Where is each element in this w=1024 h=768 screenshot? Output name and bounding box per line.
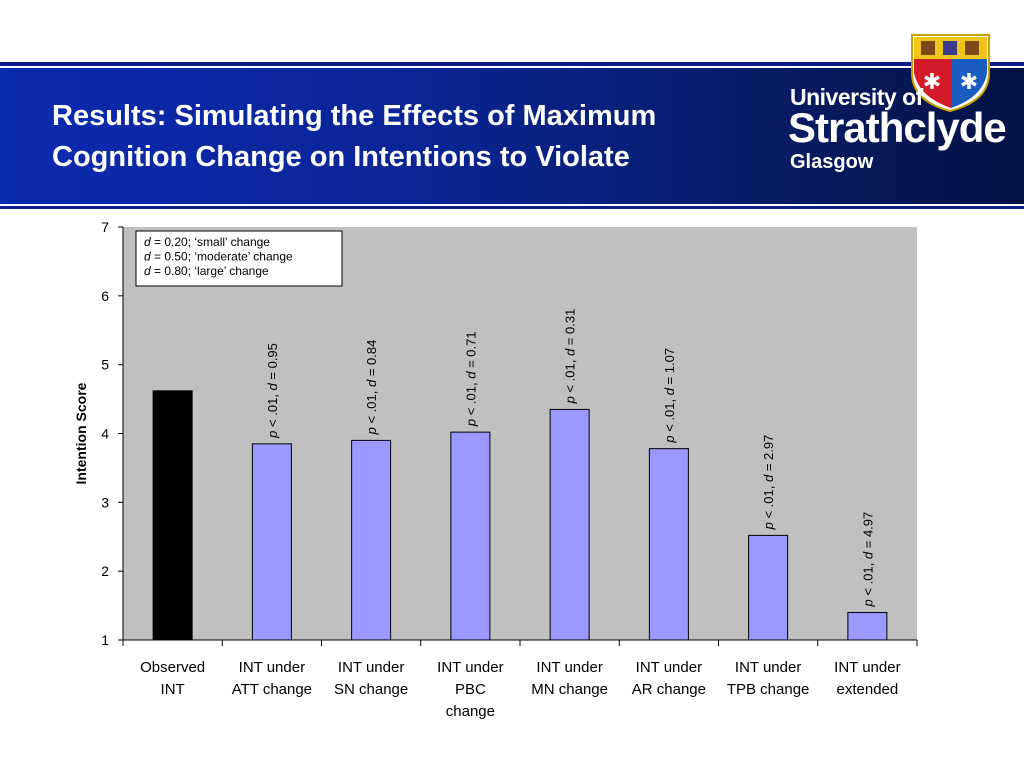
logo-text-strathclyde: Strathclyde [788, 104, 1007, 151]
bar [351, 439, 392, 641]
intention-score-bar-chart: 1 2 3 4 5 6 7 Intention Score p < .01, d = 0.9… [73, 219, 918, 720]
x-category-label: INT under [536, 659, 602, 676]
bar [450, 431, 491, 641]
bars-group [152, 390, 888, 641]
plot-area [123, 227, 917, 640]
y-tick-label: 7 [101, 219, 109, 235]
legend-entry: d = 0.50; ‘moderate’ change [144, 250, 293, 264]
x-category-label: INT under [437, 659, 503, 676]
bar-annotation: p < .01, d = 2.97 [761, 435, 776, 531]
x-category-label: extended [837, 681, 899, 698]
bar [648, 448, 689, 641]
bar-annotations: p < .01, d = 0.95 p < .01, d = 0.84 p < .0… [265, 309, 876, 608]
bar-annotation: p < .01, d = 0.71 [463, 331, 478, 427]
x-category-label: INT under [735, 659, 801, 676]
bar [748, 534, 789, 641]
bar [152, 390, 193, 641]
x-axis-labels: Observed INT INT under ATT change INT under S… [140, 659, 900, 720]
legend-frame [135, 230, 343, 287]
bar [847, 611, 888, 641]
x-category-label: AR change [632, 681, 706, 698]
university-crest-logo: ✱ ✱ [911, 34, 990, 113]
bar-annotation: p < .01, d = 4.97 [860, 512, 875, 608]
x-category-label: INT under [239, 659, 305, 676]
x-category-label: INT under [834, 659, 900, 676]
title-banner [0, 68, 1024, 204]
legend-entry: d = 0.20; ‘small’ change [144, 235, 270, 249]
y-tick-label: 1 [101, 632, 109, 648]
legend-entry: d = 0.80; ‘large’ change [144, 264, 269, 278]
slide-title: Results: Simulating the Effects of Maxim… [52, 96, 752, 178]
x-category-label: INT under [338, 659, 404, 676]
y-tick-label: 2 [101, 563, 109, 579]
banner-top-line [0, 62, 1024, 66]
x-category-label: INT [161, 681, 185, 698]
bar-annotation: p < .01, d = 0.84 [364, 340, 379, 436]
svg-text:✱: ✱ [923, 69, 941, 94]
y-tick-label: 4 [101, 426, 109, 442]
bar [549, 408, 590, 641]
x-category-label: ATT change [232, 681, 312, 698]
bar-annotation: p < .01, d = 0.95 [265, 343, 280, 439]
slide-title-line-2: Cognition Change on Intentions to Violat… [52, 141, 630, 173]
x-category-label: MN change [531, 681, 608, 698]
x-category-label: SN change [334, 681, 408, 698]
banner-bottom-line [0, 206, 1024, 209]
svg-text:✱: ✱ [960, 69, 978, 94]
logo-text-university-of: University of [790, 84, 923, 110]
x-category-label: change [446, 703, 495, 720]
y-tick-label: 3 [101, 494, 109, 510]
x-category-label: Observed [140, 659, 205, 676]
bar-annotation: p < .01, d = 0.31 [563, 309, 578, 405]
x-category-label: INT under [636, 659, 702, 676]
slide-title-line-1: Results: Simulating the Effects of Maxim… [52, 100, 657, 132]
bar [251, 443, 292, 641]
x-category-label: TPB change [727, 681, 810, 698]
bar-annotation: p < .01, d = 1.07 [662, 348, 677, 444]
logo-text-glasgow: Glasgow [790, 151, 874, 173]
y-axis-label: Intention Score [73, 382, 89, 484]
y-tick-label: 5 [101, 357, 109, 373]
y-tick-label: 6 [101, 288, 109, 304]
x-category-label: PBC [455, 681, 486, 698]
